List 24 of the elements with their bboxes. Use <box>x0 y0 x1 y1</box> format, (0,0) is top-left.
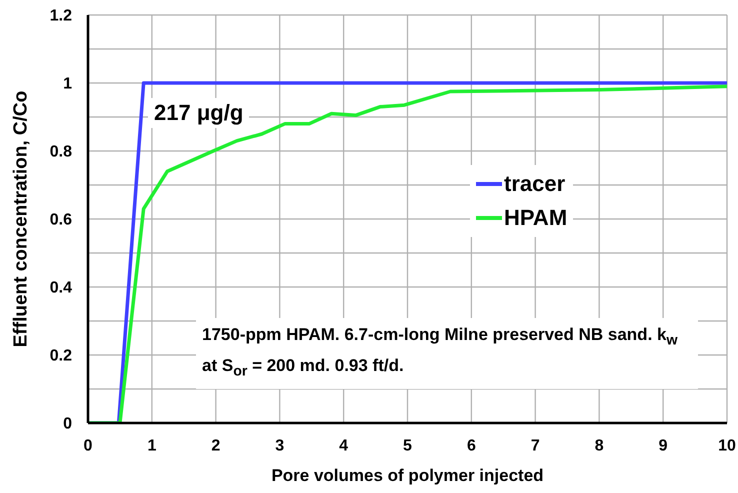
x-tick-label: 0 <box>84 437 93 454</box>
x-tick-label: 4 <box>339 437 348 454</box>
x-tick-label: 3 <box>275 437 284 454</box>
x-tick-label: 9 <box>658 437 668 454</box>
x-tick-label: 7 <box>530 437 540 454</box>
x-tick-label: 2 <box>211 437 220 454</box>
x-tick-label: 6 <box>466 437 476 454</box>
y-tick-label: 0 <box>63 416 72 433</box>
x-tick-label: 10 <box>718 437 736 454</box>
legend-label: HPAM <box>504 205 568 231</box>
y-tick-label: 0.6 <box>50 212 72 229</box>
x-tick-label: 5 <box>403 437 412 454</box>
text: 1750-ppm HPAM. 6.7-cm-long Milne preserved NB sand. k$_{w}$ at S$_{or}$ = 200 md. 0.93 ft/d. <box>202 325 678 380</box>
x-tick-label: 8 <box>594 437 604 454</box>
y-tick-label: 1 <box>63 76 72 93</box>
y-tick-label: 0.4 <box>50 280 72 297</box>
y-tick-label: 0.2 <box>50 348 72 365</box>
y-axis-title: Effluent concentration, C/Co <box>10 90 32 348</box>
annotation: 217 μg/g <box>148 98 250 128</box>
legend-label: tracer <box>504 171 566 197</box>
y-tick-label: 0.8 <box>50 144 72 161</box>
x-tick-label: 1 <box>147 437 156 454</box>
y-tick-label: 1.2 <box>50 8 72 25</box>
x-axis-title: Pore volumes of polymer injected <box>271 466 544 485</box>
